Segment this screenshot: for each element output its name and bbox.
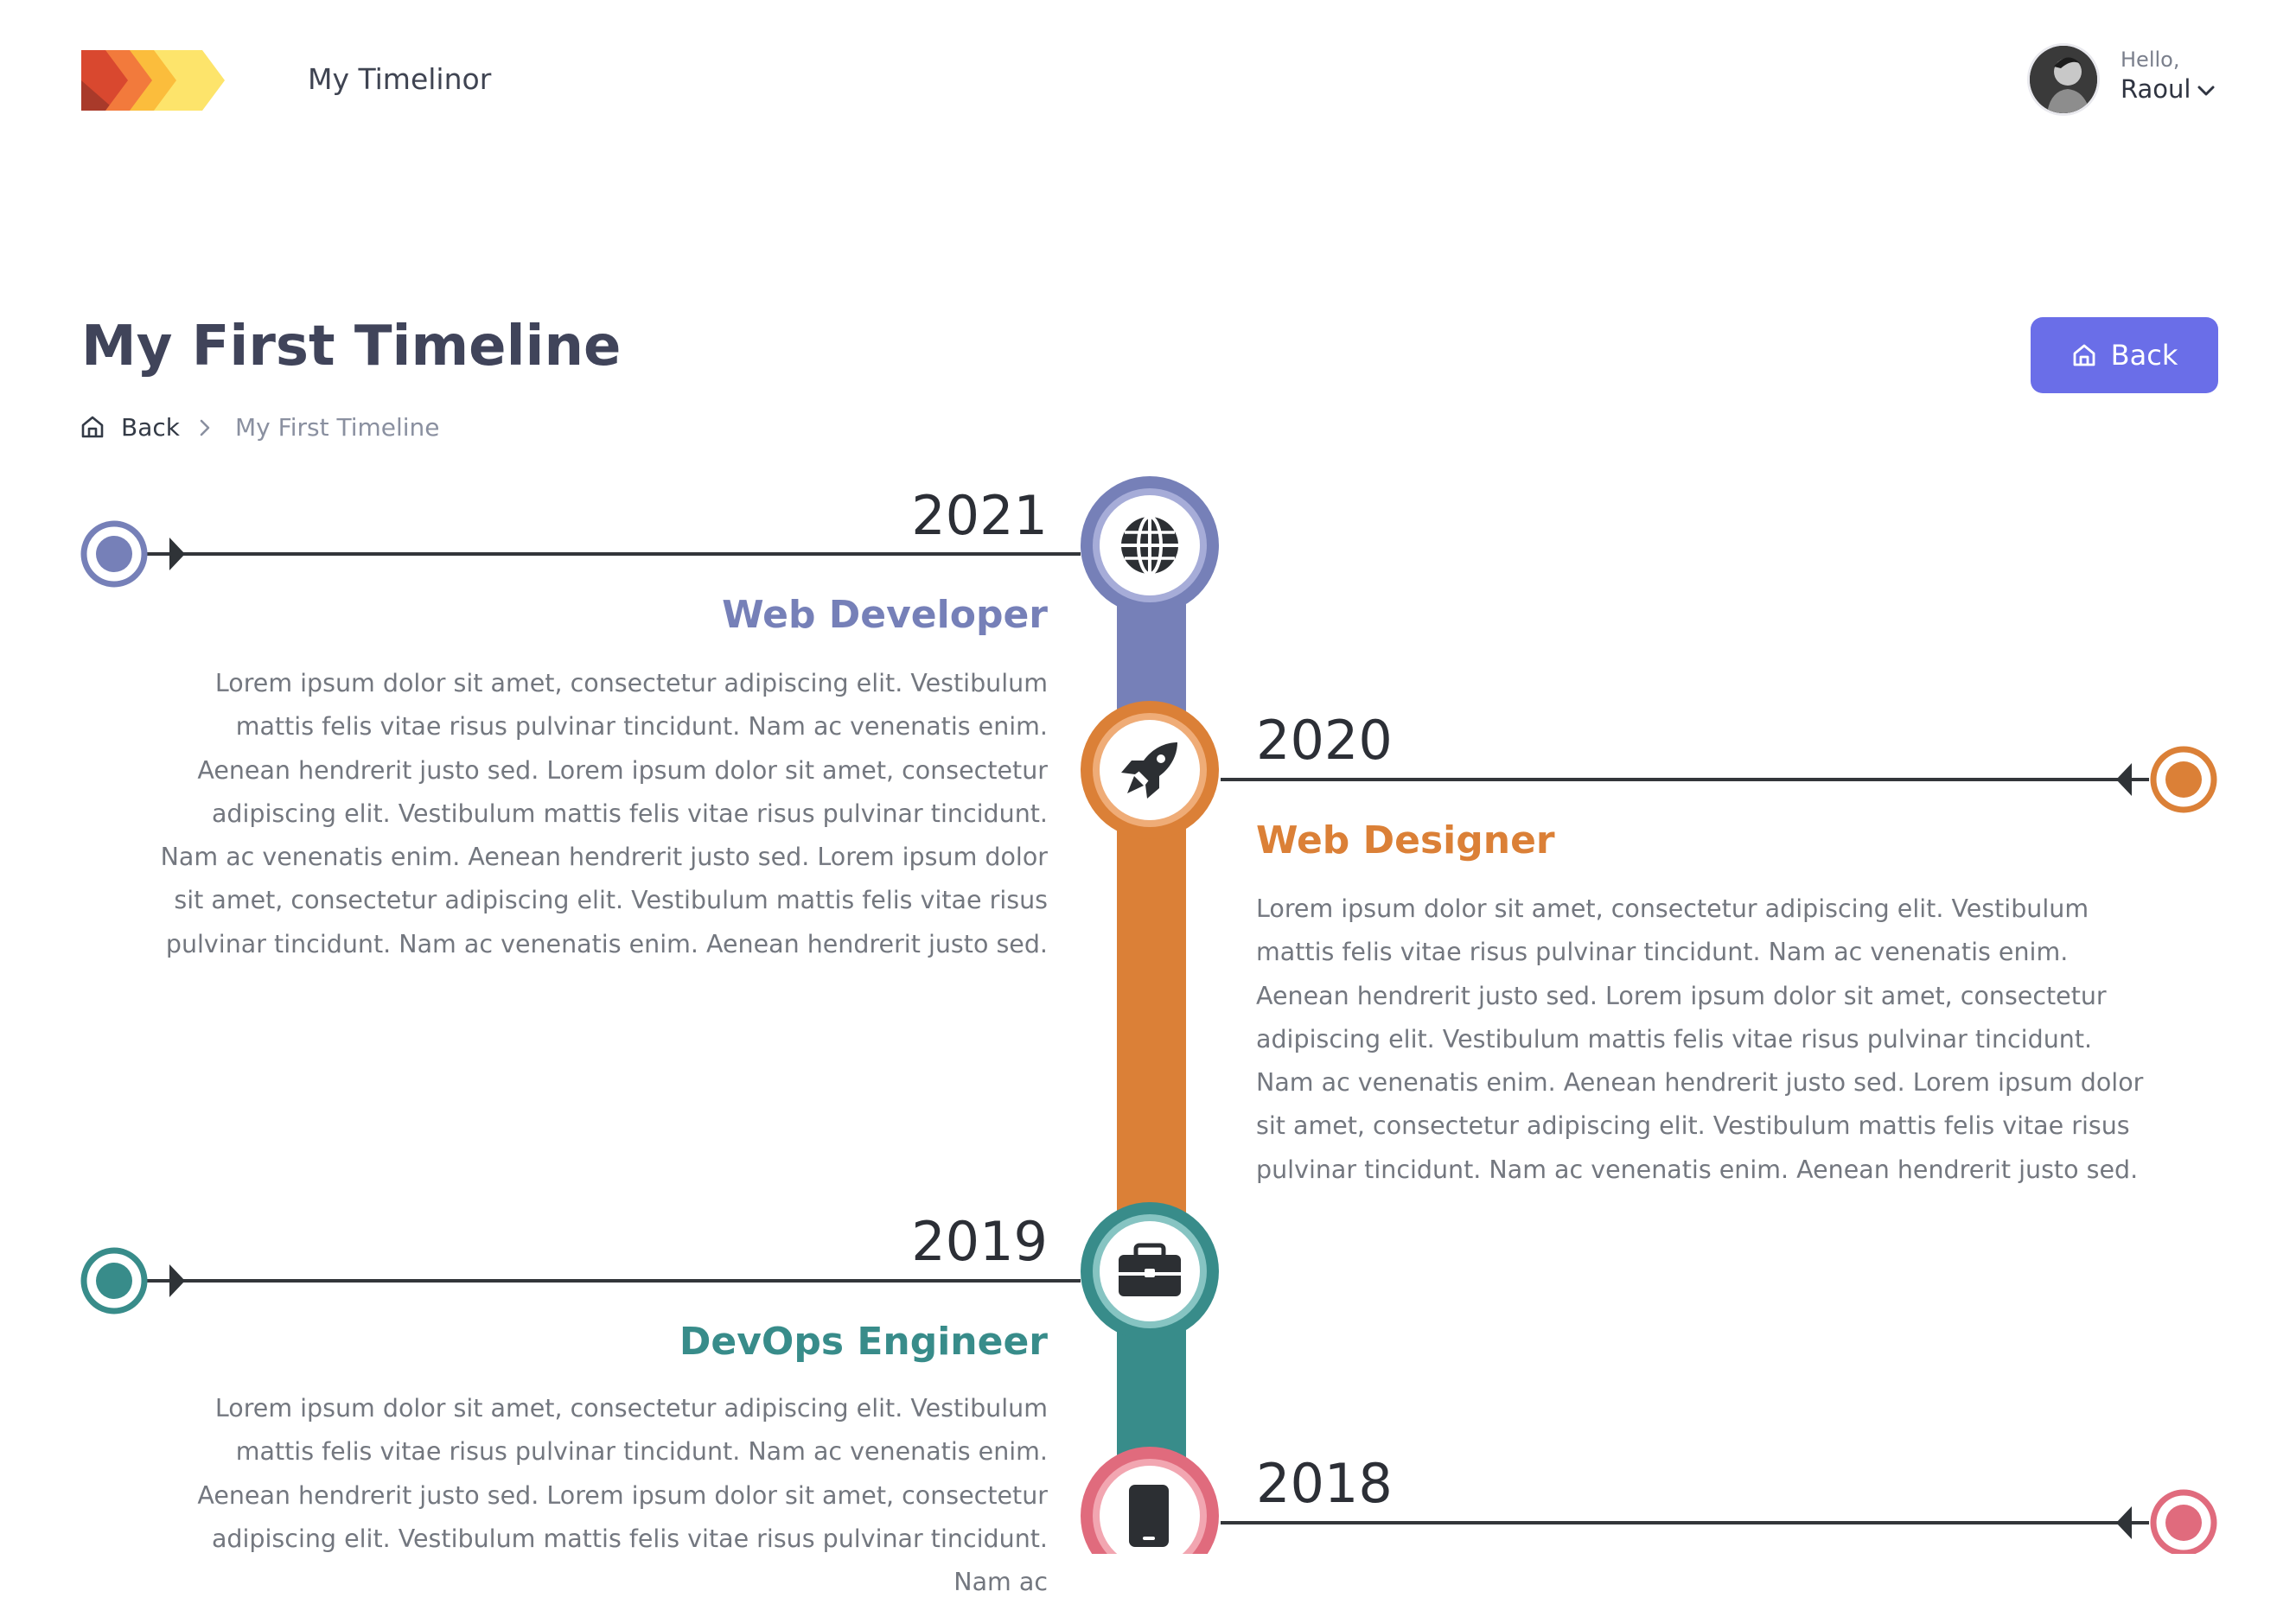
timeline-year: 2021: [911, 484, 1048, 547]
briefcase-icon: [1119, 1243, 1181, 1296]
app-title[interactable]: My Timelinor: [308, 62, 492, 96]
timeline-year: 2018: [1256, 1452, 1393, 1515]
smartphone-icon: [1129, 1485, 1169, 1547]
home-icon: [2073, 344, 2095, 366]
timeline-node-2020: [1081, 701, 1219, 839]
back-button[interactable]: Back: [2031, 317, 2218, 393]
timeline-description: Lorem ipsum dolor sit amet, consectetur …: [160, 669, 1048, 958]
avatar[interactable]: [2027, 43, 2100, 116]
timeline-job-title: Web Developer: [722, 593, 1048, 637]
timeline-node-2021: [1081, 476, 1219, 614]
timeline-job-title: Web Designer: [1256, 818, 1555, 862]
user-name[interactable]: Raoul: [2121, 74, 2191, 104]
timeline-year: 2020: [1256, 709, 1393, 772]
timeline-job-title: DevOps Engineer: [679, 1320, 1048, 1364]
breadcrumb-current: My First Timeline: [235, 413, 440, 442]
timeline-node-2019: [1081, 1202, 1219, 1340]
timeline-year: 2019: [911, 1210, 1048, 1273]
app-logo[interactable]: [81, 50, 225, 111]
rocket-icon: [1121, 742, 1177, 799]
timeline-segment: [1117, 769, 1186, 1219]
timeline-description: Lorem ipsum dolor sit amet, consectetur …: [1256, 894, 2144, 1184]
globe-icon: [1121, 515, 1178, 576]
home-icon[interactable]: [80, 414, 105, 440]
page-title: My First Timeline: [81, 315, 622, 379]
timeline-graphic: [80, 476, 2217, 1554]
chevron-right-icon: [200, 419, 210, 436]
timeline-node-2018: [1081, 1447, 1219, 1554]
chevron-down-icon[interactable]: [2197, 84, 2216, 98]
breadcrumb-home-link[interactable]: Back: [121, 413, 180, 442]
timeline-description: Lorem ipsum dolor sit amet, consectetur …: [197, 1394, 1048, 1597]
user-greeting: Hello,: [2121, 48, 2180, 72]
back-button-label: Back: [2110, 339, 2178, 372]
